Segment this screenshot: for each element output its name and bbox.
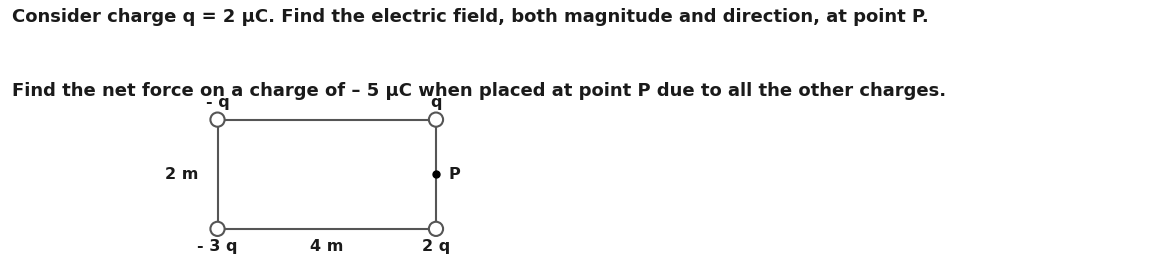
Text: 2 m: 2 m <box>165 167 198 182</box>
Text: - 3 q: - 3 q <box>197 239 238 254</box>
Text: Find the net force on a charge of – 5 μC when placed at point P due to all the o: Find the net force on a charge of – 5 μC… <box>12 82 946 100</box>
Text: Consider charge q = 2 μC. Find the electric field, both magnitude and direction,: Consider charge q = 2 μC. Find the elect… <box>12 8 929 26</box>
Text: q: q <box>430 95 442 110</box>
Text: 2 q: 2 q <box>422 239 450 254</box>
Circle shape <box>211 222 225 236</box>
Circle shape <box>429 112 443 127</box>
Circle shape <box>429 222 443 236</box>
Text: 4 m: 4 m <box>310 239 344 254</box>
Text: P: P <box>449 167 460 182</box>
Circle shape <box>211 112 225 127</box>
Text: - q: - q <box>206 95 230 110</box>
